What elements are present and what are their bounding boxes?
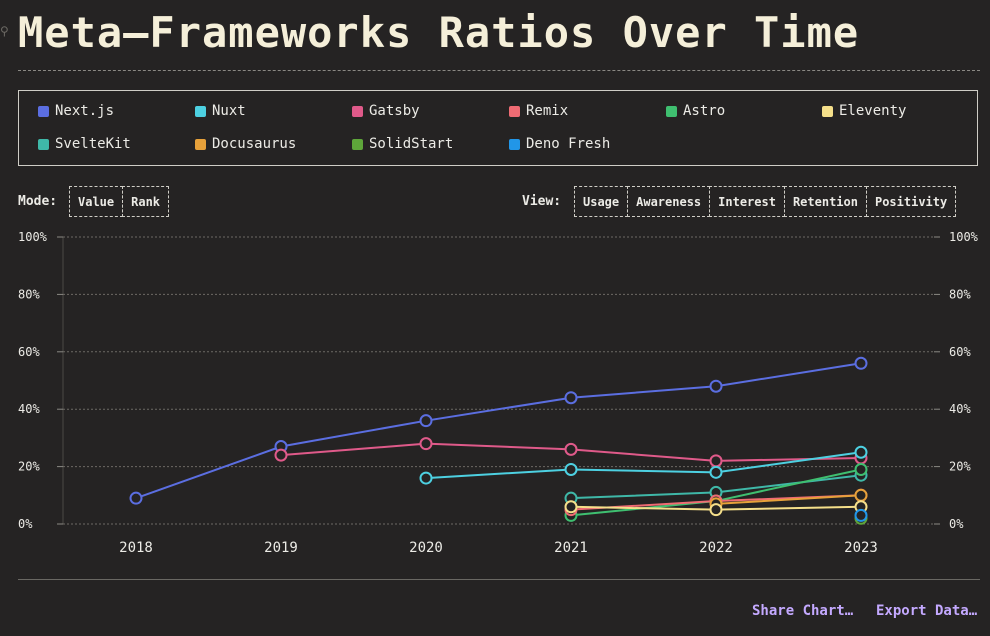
page-title: Meta–Frameworks Ratios Over Time bbox=[18, 8, 860, 57]
view-positivity-button[interactable]: Positivity bbox=[865, 186, 957, 217]
legend-item-astro[interactable]: Astro bbox=[666, 103, 725, 119]
view-awareness-button[interactable]: Awareness bbox=[627, 186, 711, 217]
legend-label: Astro bbox=[683, 103, 726, 119]
x-tick-label: 2018 bbox=[119, 540, 153, 556]
legend-label: Eleventy bbox=[839, 103, 907, 119]
legend-item-eleventy[interactable]: Eleventy bbox=[822, 103, 906, 119]
export-data-link[interactable]: Export Data… bbox=[876, 603, 978, 619]
legend-swatch bbox=[38, 138, 49, 150]
data-point-eleventy bbox=[564, 500, 578, 514]
y-tick-label: 40% bbox=[18, 402, 40, 416]
data-point-gatsby bbox=[274, 448, 288, 462]
y-tick-label: 100% bbox=[18, 230, 48, 244]
legend-label: Nuxt bbox=[212, 103, 246, 119]
legend-swatch bbox=[195, 138, 206, 150]
y-tick-label: 20% bbox=[18, 460, 40, 474]
legend-swatch bbox=[38, 105, 49, 117]
view-interest-button[interactable]: Interest bbox=[709, 186, 785, 217]
legend-item-docusaurus[interactable]: Docusaurus bbox=[195, 136, 296, 152]
data-point-next-js bbox=[419, 414, 433, 428]
legend-label: SolidStart bbox=[369, 136, 454, 152]
legend-item-remix[interactable]: Remix bbox=[509, 103, 568, 119]
x-tick-label: 2019 bbox=[264, 540, 298, 556]
legend-label: Gatsby bbox=[369, 103, 420, 119]
data-point-eleventy bbox=[709, 503, 723, 517]
legend-label: Remix bbox=[526, 103, 569, 119]
legend-item-nuxt[interactable]: Nuxt bbox=[195, 103, 246, 119]
link-icon[interactable]: ⚲ bbox=[0, 24, 9, 38]
legend-swatch bbox=[666, 105, 677, 117]
mode-label: Mode: bbox=[18, 194, 58, 209]
data-point-next-js bbox=[854, 356, 868, 370]
y-tick-label-right: 100% bbox=[949, 230, 979, 244]
y-tick-label: 0% bbox=[18, 517, 33, 531]
legend-swatch bbox=[352, 105, 363, 117]
line-chart: 0% 0% 20% 20% 40% 40% 60% 60% 80% 80% 100% 100% 2018… bbox=[18, 230, 979, 556]
data-point-gatsby bbox=[419, 437, 433, 451]
data-point-next-js bbox=[564, 391, 578, 405]
data-point-next-js bbox=[129, 491, 143, 505]
share-chart-link[interactable]: Share Chart… bbox=[752, 603, 854, 619]
y-tick-label: 60% bbox=[18, 345, 40, 359]
data-point-next-js bbox=[709, 379, 723, 393]
data-point-docusaurus bbox=[854, 488, 868, 502]
legend-swatch bbox=[195, 105, 206, 117]
y-tick-label-right: 0% bbox=[949, 517, 964, 531]
legend-item-next-js[interactable]: Next.js bbox=[38, 103, 114, 119]
legend-item-gatsby[interactable]: Gatsby bbox=[352, 103, 420, 119]
y-tick-label-right: 20% bbox=[949, 460, 971, 474]
mode-button-group: Value Rank bbox=[69, 186, 170, 217]
legend-label: Docusaurus bbox=[212, 136, 297, 152]
x-tick-label: 2023 bbox=[844, 540, 878, 556]
data-point-gatsby bbox=[564, 442, 578, 456]
view-usage-button[interactable]: Usage bbox=[574, 186, 629, 217]
view-button-group: Usage Awareness Interest Retention Posit… bbox=[574, 186, 957, 217]
data-point-nuxt bbox=[419, 471, 433, 485]
view-retention-button[interactable]: Retention bbox=[783, 186, 867, 217]
legend-swatch bbox=[509, 138, 520, 150]
legend: Next.js Nuxt Gatsby Remix Astro Eleventy Svelt… bbox=[18, 90, 978, 166]
mode-value-button[interactable]: Value bbox=[69, 186, 124, 217]
y-tick-label-right: 40% bbox=[949, 402, 971, 416]
data-point-nuxt bbox=[709, 465, 723, 479]
y-tick-label-right: 80% bbox=[949, 287, 971, 301]
y-tick-label: 80% bbox=[18, 287, 40, 301]
series-line-nuxt bbox=[425, 451, 862, 480]
legend-item-sveltekit[interactable]: SvelteKit bbox=[38, 136, 131, 152]
data-point-deno-fresh bbox=[854, 508, 868, 522]
x-tick-label: 2021 bbox=[554, 540, 588, 556]
view-label: View: bbox=[522, 194, 562, 209]
y-tick-label-right: 60% bbox=[949, 345, 971, 359]
x-tick-label: 2020 bbox=[409, 540, 443, 556]
legend-swatch bbox=[509, 105, 520, 117]
data-point-astro bbox=[854, 462, 868, 476]
legend-swatch bbox=[822, 105, 833, 117]
data-point-gatsby bbox=[709, 454, 723, 468]
mode-rank-button[interactable]: Rank bbox=[122, 186, 170, 217]
data-point-nuxt bbox=[564, 462, 578, 476]
series-line-docusaurus bbox=[715, 494, 862, 505]
legend-swatch bbox=[352, 138, 363, 150]
x-tick-label: 2022 bbox=[699, 540, 733, 556]
legend-label: Deno Fresh bbox=[526, 136, 611, 152]
title-divider bbox=[18, 70, 980, 71]
legend-item-solidstart[interactable]: SolidStart bbox=[352, 136, 453, 152]
bottom-divider bbox=[18, 579, 980, 580]
legend-item-deno-fresh[interactable]: Deno Fresh bbox=[509, 136, 610, 152]
legend-label: Next.js bbox=[55, 103, 115, 119]
series-line-next-js bbox=[135, 362, 862, 500]
data-point-nuxt bbox=[854, 445, 868, 459]
legend-label: SvelteKit bbox=[55, 136, 131, 152]
